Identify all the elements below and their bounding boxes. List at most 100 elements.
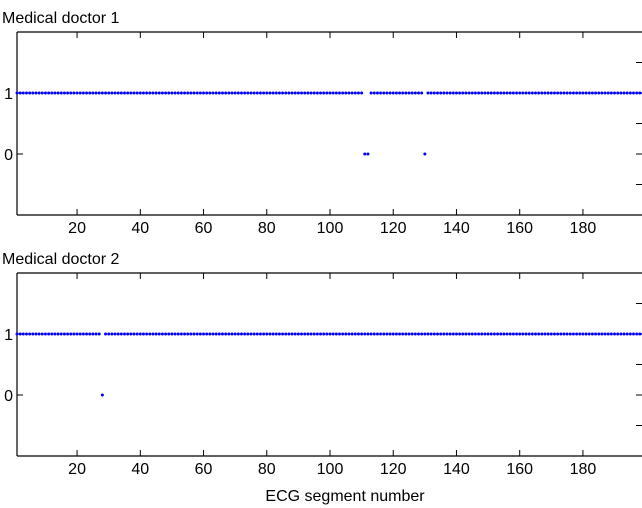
data-point	[224, 332, 228, 336]
data-point	[473, 91, 477, 95]
data-point	[227, 91, 231, 95]
data-point	[366, 152, 370, 156]
data-point	[559, 91, 563, 95]
data-point	[59, 332, 63, 336]
data-point	[34, 332, 38, 336]
data-point	[537, 91, 541, 95]
data-point	[603, 332, 607, 336]
data-point	[600, 91, 604, 95]
data-point	[606, 332, 610, 336]
data-point	[505, 332, 509, 336]
data-point	[404, 332, 408, 336]
data-point	[122, 91, 126, 95]
data-point	[315, 332, 319, 336]
data-point	[85, 332, 89, 336]
data-point	[97, 332, 101, 336]
data-point	[24, 332, 28, 336]
data-point	[571, 91, 575, 95]
data-point	[625, 91, 629, 95]
data-point	[483, 91, 487, 95]
data-point	[21, 91, 25, 95]
panel-2: Medical doctor 2 20 40 60 80 100 120 140 160 180 0…	[2, 251, 642, 505]
data-point	[454, 91, 458, 95]
data-point	[319, 332, 323, 336]
data-point	[518, 332, 522, 336]
data-point	[132, 332, 136, 336]
data-point	[122, 332, 126, 336]
data-point	[246, 332, 250, 336]
data-point	[24, 91, 28, 95]
data-point	[274, 91, 278, 95]
data-point	[530, 332, 534, 336]
data-point	[375, 332, 379, 336]
data-point	[265, 91, 269, 95]
data-point	[243, 91, 247, 95]
y-tick-label: 1	[4, 327, 13, 344]
data-point	[363, 332, 367, 336]
data-point	[477, 332, 481, 336]
data-point	[407, 332, 411, 336]
data-point	[445, 91, 449, 95]
data-point	[287, 332, 291, 336]
data-point	[151, 91, 155, 95]
data-point	[448, 332, 452, 336]
data-point	[303, 91, 307, 95]
data-point	[511, 332, 515, 336]
data-point	[363, 152, 367, 156]
data-point	[186, 91, 190, 95]
data-point	[603, 91, 607, 95]
data-point	[515, 332, 519, 336]
data-point	[632, 91, 636, 95]
data-point	[94, 91, 98, 95]
data-point	[464, 91, 468, 95]
data-point	[252, 91, 256, 95]
data-point	[391, 91, 395, 95]
data-point	[502, 91, 506, 95]
data-point	[75, 91, 79, 95]
data-point	[31, 91, 35, 95]
data-point	[94, 332, 98, 336]
x-tick-label: 80	[258, 220, 276, 237]
x-tick-label: 160	[506, 220, 533, 237]
data-point	[110, 91, 114, 95]
data-point	[107, 332, 111, 336]
data-point	[303, 332, 307, 336]
data-point	[499, 91, 503, 95]
data-point	[344, 332, 348, 336]
data-point	[277, 91, 281, 95]
data-point	[356, 332, 360, 336]
data-point	[230, 332, 234, 336]
panel-title: Medical doctor 2	[2, 251, 119, 268]
data-point	[227, 332, 231, 336]
data-point	[113, 332, 117, 336]
data-point	[515, 91, 519, 95]
data-point	[360, 91, 364, 95]
data-point	[274, 332, 278, 336]
data-point	[119, 91, 123, 95]
data-point	[160, 332, 164, 336]
data-point	[91, 332, 95, 336]
data-point	[565, 91, 569, 95]
x-tick-label: 20	[68, 220, 86, 237]
x-tick-label: 20	[68, 461, 86, 478]
data-point	[224, 91, 228, 95]
data-point	[290, 332, 294, 336]
data-point	[372, 332, 376, 336]
data-point	[281, 332, 285, 336]
data-point	[609, 91, 613, 95]
data-point	[489, 91, 493, 95]
data-point	[578, 91, 582, 95]
data-point	[293, 91, 297, 95]
data-point	[160, 91, 164, 95]
data-point	[486, 91, 490, 95]
data-point	[344, 91, 348, 95]
data-point	[584, 332, 588, 336]
data-point	[104, 91, 108, 95]
data-point	[635, 91, 639, 95]
data-point	[394, 332, 398, 336]
data-point	[15, 332, 19, 336]
data-point	[233, 332, 237, 336]
data-point	[119, 332, 123, 336]
data-point	[571, 332, 575, 336]
